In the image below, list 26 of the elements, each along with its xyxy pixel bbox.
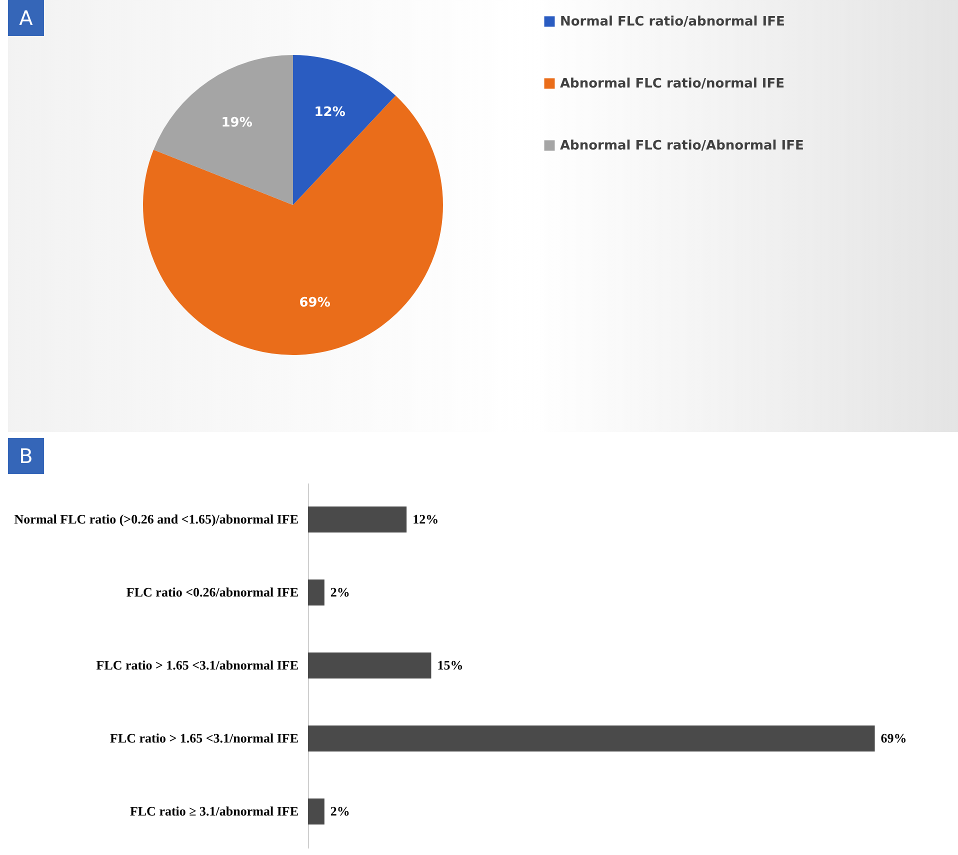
y-tick-label: FLC ratio ≥ 3.1/abnormal IFE [130,804,298,818]
data-label: 69% [299,296,330,311]
y-tick-label: FLC ratio > 1.65 <3.1/normal IFE [110,730,298,746]
pie-slice [143,96,443,355]
data-label: 2% [330,804,350,818]
data-label: 12% [412,512,439,526]
legend-label: Abnormal FLC ratio/Abnormal IFE [560,138,804,154]
y-tick-label: FLC ratio <0.26/abnormal IFE [126,584,298,600]
bar [308,652,432,678]
data-label: 2% [330,584,350,600]
bar [308,798,324,824]
legend-label: Normal FLC ratio/abnormal IFE [560,14,785,30]
legend-label: Abnormal FLC ratio/normal IFE [560,76,785,92]
pie-slice [154,55,293,205]
data-label: 12% [314,105,346,120]
data-label: 69% [880,730,907,746]
chart-title: A [8,0,44,36]
data-label: 15% [437,658,464,672]
pie-slice [293,55,396,205]
y-tick-label: Normal FLC ratio (>0.26 and <1.65)/abnormal IFE [14,512,298,526]
bar [308,506,407,532]
bar [308,726,875,752]
text: B [8,438,44,474]
y-tick-label: FLC ratio > 1.65 <3.1/abnormal IFE [96,658,298,672]
data-label: 19% [221,115,252,130]
bar [308,580,324,606]
